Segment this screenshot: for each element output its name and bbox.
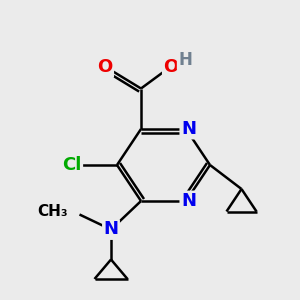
Text: O: O (98, 58, 112, 76)
Text: N: N (181, 192, 196, 210)
Text: CH₃: CH₃ (38, 204, 68, 219)
Text: Cl: Cl (62, 156, 82, 174)
Text: N: N (103, 220, 118, 238)
Text: O: O (164, 58, 178, 76)
Text: H: H (178, 51, 192, 69)
Text: N: N (181, 120, 196, 138)
